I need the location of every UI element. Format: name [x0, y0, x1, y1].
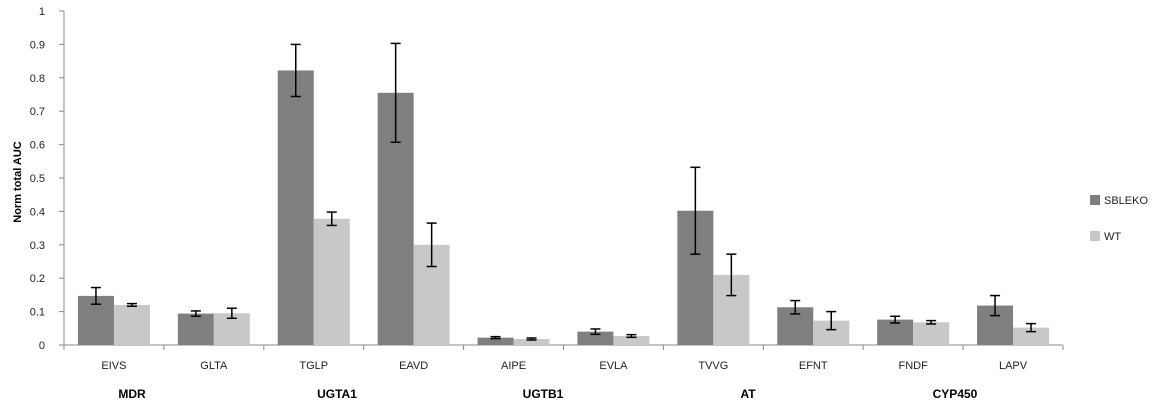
y-tick-label: 0.4 — [30, 206, 45, 218]
x-tick-label: GLTA — [200, 360, 228, 372]
y-tick-label: 0 — [39, 340, 45, 352]
bar-wt — [113, 304, 150, 345]
y-axis-label: Norm total AUC — [12, 141, 24, 223]
x-tick-label: EVLA — [599, 360, 628, 372]
y-tick-label: 0.2 — [30, 273, 45, 285]
y-tick-label: 0.3 — [30, 240, 45, 252]
bar-wt — [513, 338, 550, 345]
chart-legend: SBLEKO WT — [1090, 195, 1148, 243]
y-tick-label: 0.1 — [30, 307, 45, 319]
y-tick-label: 1 — [39, 6, 45, 18]
chart-labels: EIVS GLTA TGLP EAVD AIPE EVLA TVVG EFNT FNDF LAPV… — [101, 360, 1027, 401]
group-label: MDR — [118, 387, 146, 401]
y-tick-label: 0.7 — [30, 106, 45, 118]
chart-error-bars — [90, 42, 1037, 341]
x-tick-label: TVVG — [698, 360, 728, 372]
legend-label: SBLEKO — [1104, 195, 1148, 207]
y-tick-label: 0.6 — [30, 140, 45, 152]
x-tick-label: EAVD — [399, 360, 428, 372]
y-tick-label: 0.8 — [30, 73, 45, 85]
group-label: AT — [740, 387, 756, 401]
y-tick-label: 0.9 — [30, 39, 45, 51]
bar-sbleko — [877, 319, 914, 345]
bar-wt — [1013, 327, 1050, 345]
bar-sbleko — [177, 313, 214, 345]
bar-wt — [613, 335, 650, 345]
x-tick-label: LAPV — [999, 360, 1028, 372]
x-tick-label: TGLP — [299, 360, 328, 372]
chart-axes: 0 0.1 0.2 0.3 0.4 0.5 0.6 0.7 0.8 0.9 1 — [30, 6, 1064, 352]
x-tick-label: AIPE — [501, 360, 526, 372]
legend-label: WT — [1104, 231, 1121, 243]
legend-swatch — [1090, 231, 1100, 241]
legend-swatch — [1090, 195, 1100, 205]
x-tick-label: EFNT — [799, 360, 828, 372]
bar-wt — [913, 322, 950, 345]
bar-sbleko — [477, 337, 514, 345]
x-tick-label: FNDF — [898, 360, 928, 372]
group-label: CYP450 — [933, 387, 978, 401]
y-tick-label: 0.5 — [30, 173, 45, 185]
bar-sbleko — [577, 331, 614, 345]
group-label: UGTB1 — [523, 387, 564, 401]
chart-bars — [77, 70, 1050, 346]
bar-wt — [313, 218, 350, 345]
bar-sbleko — [277, 70, 314, 346]
x-tick-label: EIVS — [101, 360, 126, 372]
group-label: UGTA1 — [317, 387, 357, 401]
